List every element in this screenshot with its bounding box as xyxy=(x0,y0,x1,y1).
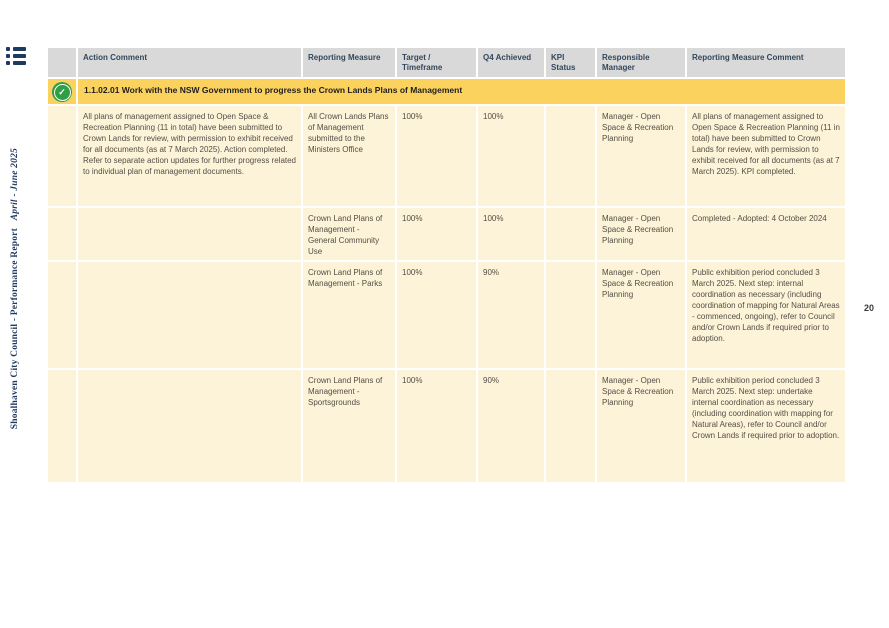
list-icon[interactable] xyxy=(6,47,26,65)
check-circle-icon: ✓ xyxy=(52,82,72,103)
table-row: Crown Land Plans of Management - General… xyxy=(48,207,845,260)
reporting-measure-comment-cell: Completed - Adopted: 4 October 2024 xyxy=(687,207,845,260)
reporting-measure-cell: Crown Land Plans of Management - Parks xyxy=(303,261,395,368)
row-icon-cell xyxy=(48,105,76,206)
reporting-measure-comment-cell: Public exhibition period concluded 3 Mar… xyxy=(687,261,845,368)
performance-report-table: Action Comment Reporting Measure Target … xyxy=(46,46,847,484)
section-title-row: ✓ 1.1.02.01 Work with the NSW Government… xyxy=(48,78,845,104)
kpi-status-cell xyxy=(546,105,595,206)
reporting-measure-cell: All Crown Lands Plans of Management subm… xyxy=(303,105,395,206)
list-icon-row xyxy=(6,54,26,58)
reporting-measure-comment-cell: All plans of management assigned to Open… xyxy=(687,105,845,206)
row-icon-cell xyxy=(48,261,76,368)
row-icon-cell xyxy=(48,207,76,260)
report-title: Shoalhaven City Council - Performance Re… xyxy=(10,228,20,430)
q4-achieved-cell: 90% xyxy=(478,261,544,368)
responsible-manager-cell: Manager - Open Space & Recreation Planni… xyxy=(597,207,685,260)
page-number: 20 xyxy=(864,303,875,313)
responsible-manager-cell: Manager - Open Space & Recreation Planni… xyxy=(597,369,685,482)
responsible-manager-cell: Manager - Open Space & Recreation Planni… xyxy=(597,105,685,206)
reporting-measure-cell: Crown Land Plans of Management - Sportsg… xyxy=(303,369,395,482)
action-comment-cell xyxy=(78,261,301,368)
table-row: Crown Land Plans of Management - Sportsg… xyxy=(48,369,845,482)
report-period: April - June 2025 xyxy=(10,148,20,221)
section-status-cell: ✓ xyxy=(48,78,76,104)
action-comment-cell xyxy=(78,369,301,482)
q4-achieved-cell: 100% xyxy=(478,105,544,206)
kpi-status-cell xyxy=(546,261,595,368)
list-icon-row xyxy=(6,61,26,65)
kpi-status-cell xyxy=(546,369,595,482)
target-timeframe-cell: 100% xyxy=(397,105,476,206)
header-responsible-manager: Responsible Manager xyxy=(597,48,685,77)
responsible-manager-cell: Manager - Open Space & Recreation Planni… xyxy=(597,261,685,368)
list-icon-row xyxy=(6,47,26,51)
header-action-comment: Action Comment xyxy=(78,48,301,77)
reporting-measure-cell: Crown Land Plans of Management - General… xyxy=(303,207,395,260)
target-timeframe-cell: 100% xyxy=(397,207,476,260)
header-icon-column xyxy=(48,48,76,77)
header-target-timeframe: Target / Timeframe xyxy=(397,48,476,77)
table-row: All plans of management assigned to Open… xyxy=(48,105,845,206)
table-header-row: Action Comment Reporting Measure Target … xyxy=(48,48,845,77)
q4-achieved-cell: 100% xyxy=(478,207,544,260)
kpi-status-cell xyxy=(546,207,595,260)
q4-achieved-cell: 90% xyxy=(478,369,544,482)
target-timeframe-cell: 100% xyxy=(397,261,476,368)
sidebar-vertical-title: Shoalhaven City Council - Performance Re… xyxy=(2,128,28,450)
header-reporting-measure-comment: Reporting Measure Comment xyxy=(687,48,845,77)
target-timeframe-cell: 100% xyxy=(397,369,476,482)
header-q4-achieved: Q4 Achieved xyxy=(478,48,544,77)
action-comment-cell: All plans of management assigned to Open… xyxy=(78,105,301,206)
section-title: 1.1.02.01 Work with the NSW Government t… xyxy=(78,78,845,104)
header-reporting-measure: Reporting Measure xyxy=(303,48,395,77)
action-comment-cell xyxy=(78,207,301,260)
reporting-measure-comment-cell: Public exhibition period concluded 3 Mar… xyxy=(687,369,845,482)
row-icon-cell xyxy=(48,369,76,482)
table-row: Crown Land Plans of Management - Parks 1… xyxy=(48,261,845,368)
header-kpi-status: KPI Status xyxy=(546,48,595,77)
